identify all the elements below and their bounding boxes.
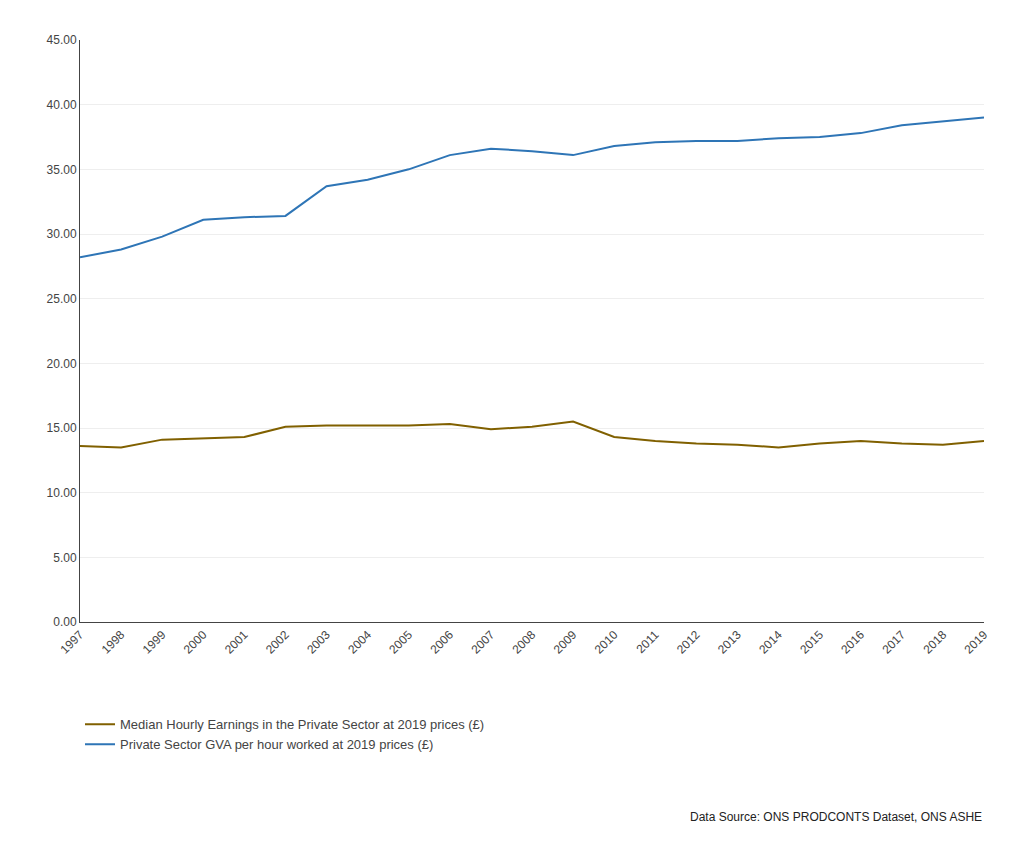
svg-text:Median Hourly Earnings in the: Median Hourly Earnings in the Private Se… [120,717,484,732]
svg-text:40.00: 40.00 [47,98,77,112]
svg-text:2016: 2016 [838,628,867,657]
svg-text:2014: 2014 [756,628,785,657]
svg-text:2012: 2012 [674,628,703,657]
svg-text:2013: 2013 [715,628,744,657]
svg-text:2000: 2000 [181,628,210,657]
svg-text:2002: 2002 [263,628,292,657]
svg-text:2003: 2003 [304,628,333,657]
svg-text:Data Source: ONS PRODCONTS Dat: Data Source: ONS PRODCONTS Dataset, ONS … [690,810,982,824]
svg-text:2009: 2009 [551,628,580,657]
svg-text:1999: 1999 [140,628,169,657]
svg-text:2006: 2006 [427,628,456,657]
svg-text:20.00: 20.00 [47,357,77,371]
svg-text:5.00: 5.00 [53,551,77,565]
svg-text:2017: 2017 [879,628,908,657]
svg-text:25.00: 25.00 [47,292,77,306]
svg-text:0.00: 0.00 [53,615,77,629]
svg-text:2011: 2011 [633,628,661,656]
svg-text:35.00: 35.00 [47,163,77,177]
svg-text:2008: 2008 [510,628,539,657]
svg-text:15.00: 15.00 [47,421,77,435]
svg-text:2018: 2018 [920,628,949,657]
svg-text:2015: 2015 [797,628,826,657]
svg-text:2004: 2004 [345,628,374,657]
svg-text:1997: 1997 [58,628,87,657]
svg-text:2019: 2019 [962,628,991,657]
svg-text:2005: 2005 [386,628,415,657]
svg-text:45.00: 45.00 [47,33,77,47]
svg-text:2010: 2010 [592,628,621,657]
svg-text:Private Sector GVA per hour wo: Private Sector GVA per hour worked at 20… [120,737,433,752]
svg-text:10.00: 10.00 [47,486,77,500]
svg-text:1998: 1998 [99,628,128,657]
svg-text:2001: 2001 [222,628,251,657]
svg-text:30.00: 30.00 [47,227,77,241]
svg-text:2007: 2007 [468,628,497,657]
